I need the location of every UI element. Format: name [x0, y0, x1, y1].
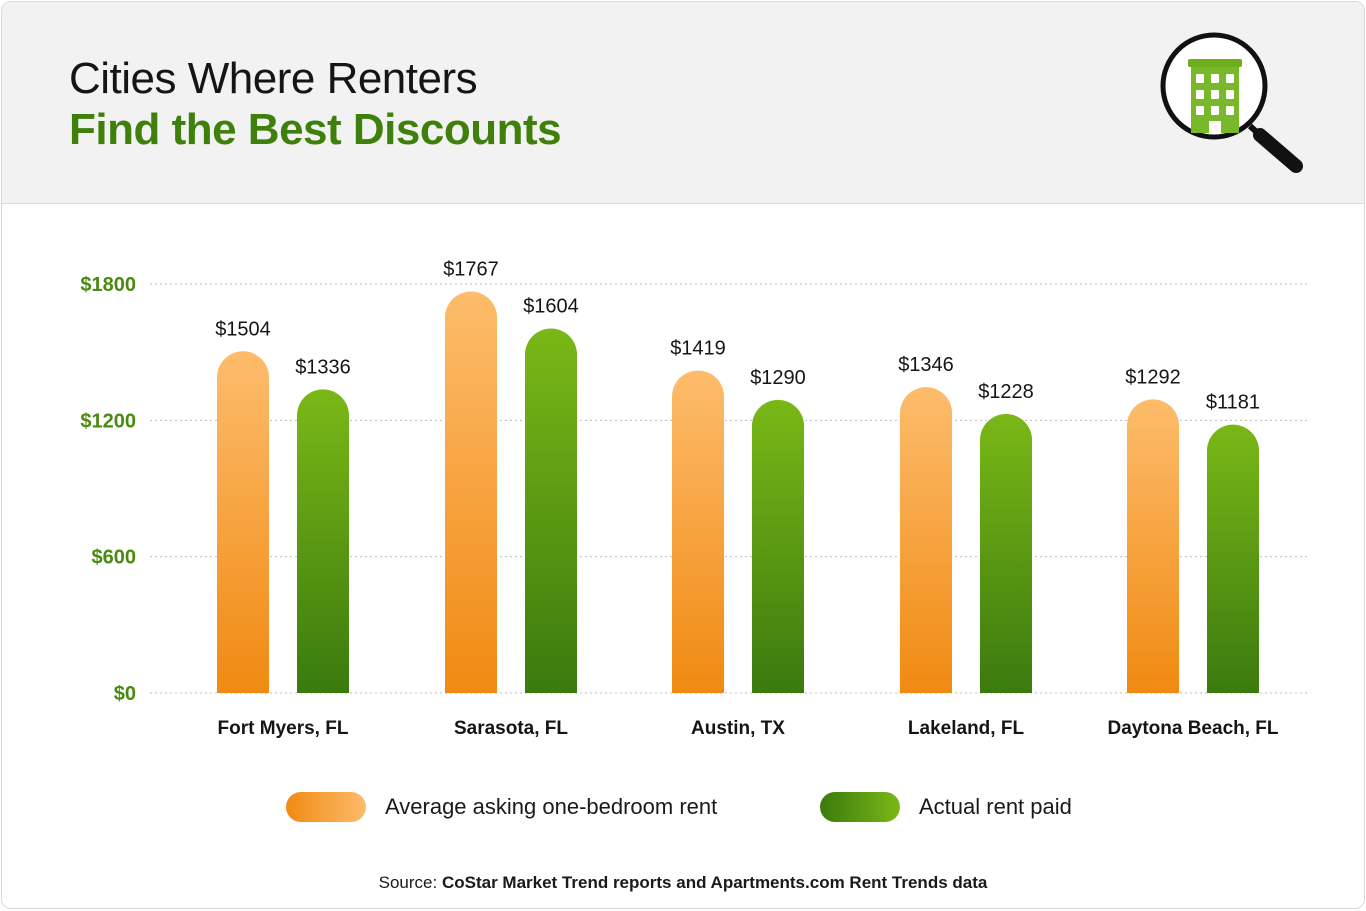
data-label: $1228 — [978, 381, 1034, 403]
data-label: $1419 — [670, 338, 726, 360]
category-label: Austin, TX — [691, 718, 785, 739]
legend-swatch-actual — [820, 792, 900, 822]
legend-label-asking: Average asking one-bedroom rent — [385, 794, 718, 819]
bar-asking-rent — [217, 351, 269, 693]
bar-asking-rent — [1127, 399, 1179, 693]
y-tick-label: $600 — [92, 547, 137, 569]
y-tick-label: $1200 — [80, 410, 136, 432]
title-line-1: Cities Where Renters — [69, 54, 478, 103]
bar-actual-rent — [525, 328, 577, 693]
building-magnifier-icon — [1158, 32, 1308, 177]
bar-asking-rent — [900, 387, 952, 693]
legend-label-actual: Actual rent paid — [919, 794, 1072, 819]
y-tick-label: $1800 — [80, 274, 136, 296]
y-tick-label: $0 — [114, 683, 136, 705]
data-label: $1604 — [523, 296, 579, 318]
data-label: $1767 — [443, 258, 499, 280]
bar-actual-rent — [1207, 424, 1259, 693]
bar-actual-rent — [297, 389, 349, 693]
category-label: Lakeland, FL — [908, 718, 1025, 739]
title-line-2: Find the Best Discounts — [69, 105, 562, 154]
category-label: Sarasota, FL — [454, 718, 568, 739]
data-label: $1292 — [1125, 366, 1181, 388]
data-label: $1181 — [1206, 392, 1260, 414]
data-label: $1336 — [295, 356, 351, 378]
legend-swatch-asking — [286, 792, 366, 822]
data-label: $1504 — [215, 318, 271, 340]
data-label: $1346 — [898, 354, 954, 376]
category-label: Daytona Beach, FL — [1107, 718, 1278, 739]
bar-actual-rent — [980, 413, 1032, 693]
data-label: $1290 — [750, 367, 806, 389]
source-text: CoStar Market Trend reports and Apartmen… — [441, 873, 988, 892]
bar-asking-rent — [445, 291, 497, 693]
bar-actual-rent — [752, 399, 804, 693]
bar-asking-rent — [672, 370, 724, 693]
header-panel: Cities Where Renters Find the Best Disco… — [2, 2, 1364, 204]
source-prefix: Source: — [378, 873, 442, 892]
category-label: Fort Myers, FL — [218, 718, 349, 739]
source-note: Source: CoStar Market Trend reports and … — [2, 873, 1364, 893]
